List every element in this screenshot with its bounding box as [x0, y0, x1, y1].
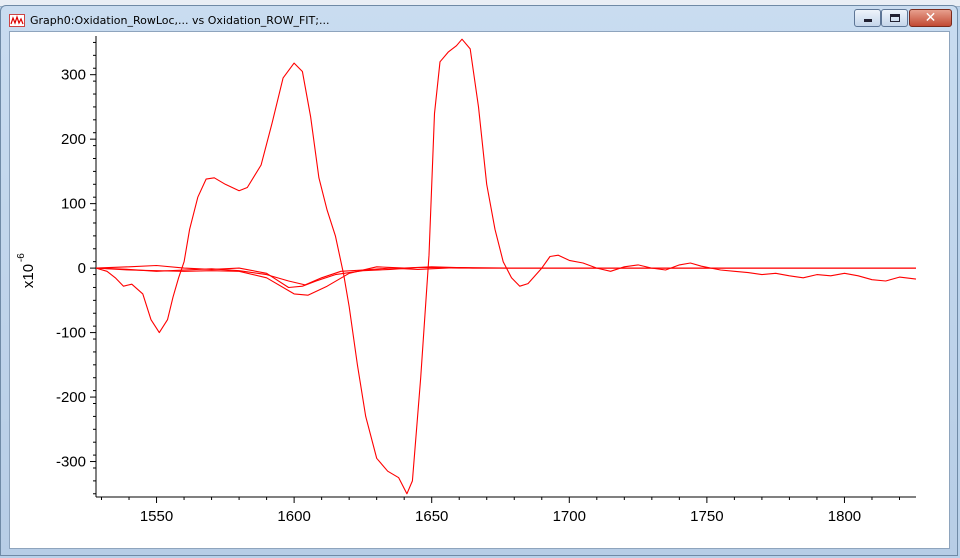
close-button[interactable]: ✕: [909, 9, 952, 27]
y-tick-label: -200: [56, 389, 86, 406]
x-tick-label: 1700: [553, 508, 586, 525]
x-tick-label: 1750: [690, 508, 723, 525]
y-tick-label: -300: [56, 454, 86, 471]
y-tick-label: 300: [61, 67, 86, 84]
y-tick-label: -100: [56, 325, 86, 342]
series-line-4: [95, 266, 916, 296]
y-tick-label: 0: [78, 260, 86, 277]
graph-window: Graph0:Oxidation_RowLoc,... vs Oxidation…: [0, 5, 958, 556]
series-line-1: [95, 38, 917, 495]
x-tick-label: 1650: [415, 508, 448, 525]
y-axis-label: x10 -6: [16, 253, 37, 288]
axes: 300 200 100 0 -100 -200 -300 1550 1600 1650 1700 17…: [56, 36, 916, 525]
traces: [95, 38, 917, 495]
minimize-icon: [864, 19, 872, 22]
maximize-icon: [890, 14, 900, 22]
window-title: Graph0:Oxidation_RowLoc,... vs Oxidation…: [30, 14, 330, 27]
minimize-button[interactable]: [854, 9, 881, 27]
graph-client-area[interactable]: x10 -6 300 200 100 0 -100 -200 -300 1550 1600 165…: [9, 31, 950, 549]
x-tick-label: 1600: [277, 508, 310, 525]
x-tick-label: 1800: [828, 508, 861, 525]
maximize-button[interactable]: [881, 9, 908, 27]
y-axis-label-text: x10: [20, 264, 37, 288]
line-chart[interactable]: x10 -6 300 200 100 0 -100 -200 -300 1550 1600 165…: [10, 32, 949, 548]
y-axis-label-exponent: -6: [16, 253, 27, 262]
x-tick-label: 1550: [140, 508, 173, 525]
y-tick-label: 100: [61, 196, 86, 213]
close-icon: ✕: [924, 10, 937, 26]
y-tick-label: 200: [61, 131, 86, 148]
graph-app-icon: [9, 14, 25, 27]
title-bar[interactable]: Graph0:Oxidation_RowLoc,... vs Oxidation…: [1, 6, 957, 32]
